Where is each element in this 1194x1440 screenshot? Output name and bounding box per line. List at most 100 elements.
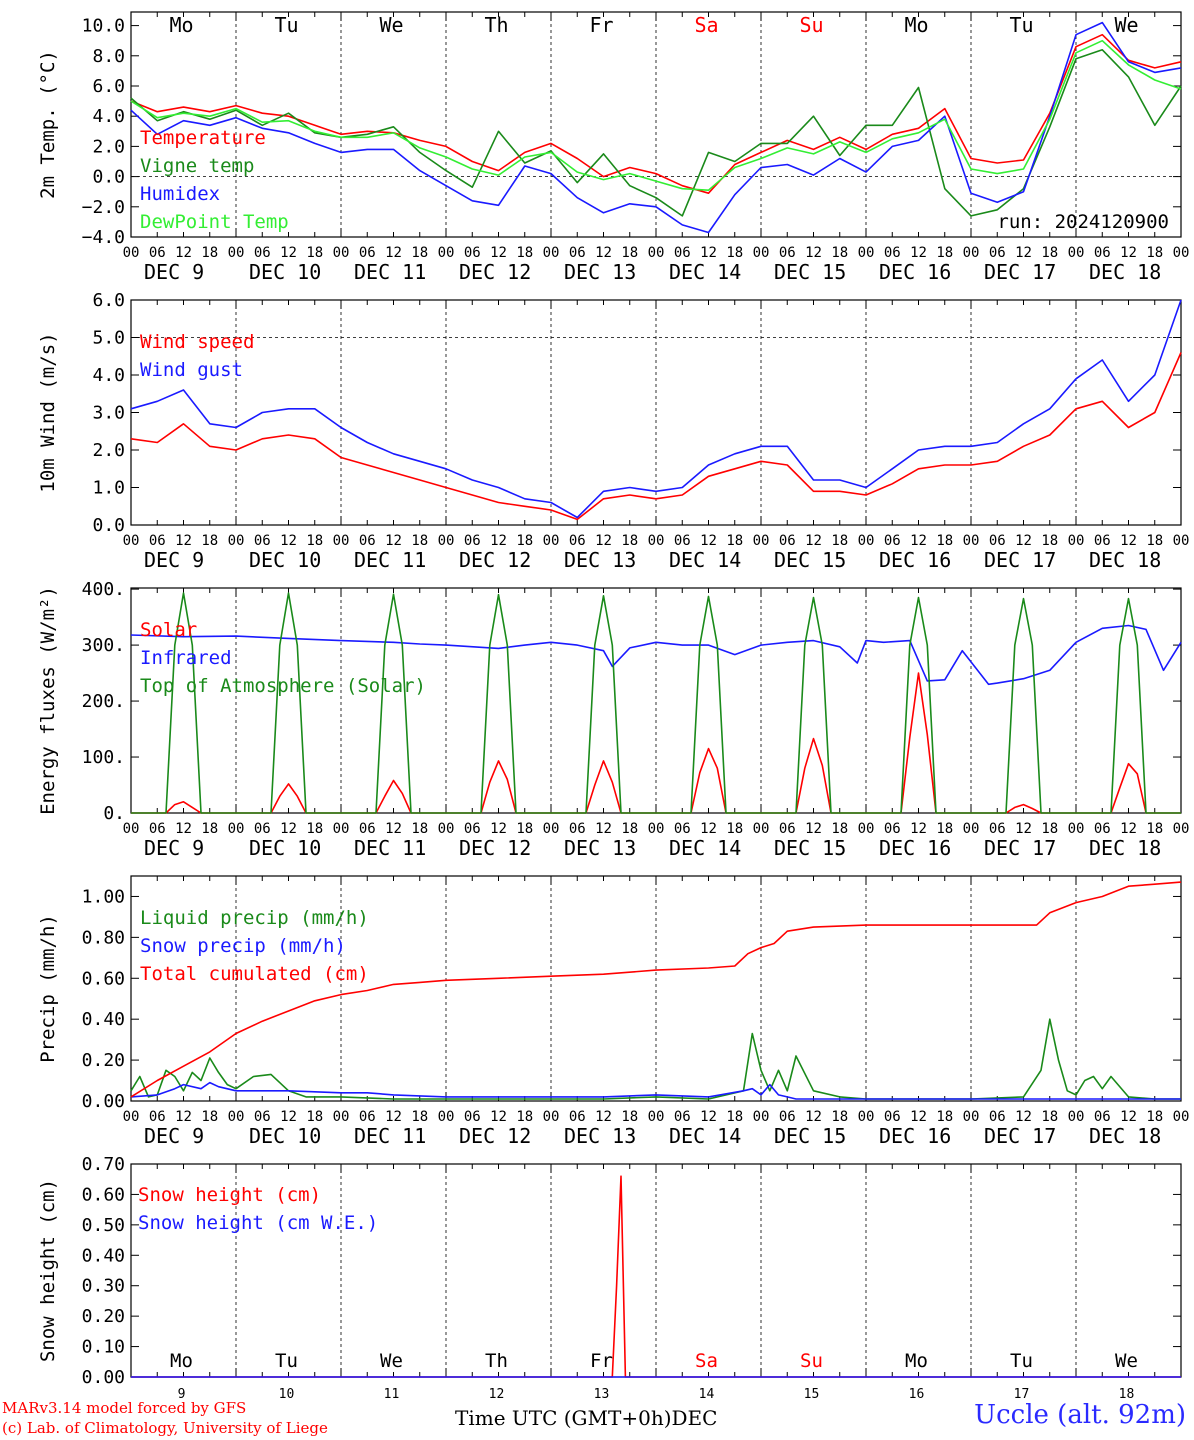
- date-label: DEC 12: [459, 260, 531, 284]
- y-tick-label: −2.0: [82, 197, 125, 218]
- hour-tick-label: 12: [280, 821, 297, 837]
- hour-tick-label: 18: [726, 533, 743, 549]
- legend-entry: Snow precip (mm/h): [140, 935, 346, 957]
- hour-tick-label: 06: [674, 245, 691, 261]
- date-label: DEC 18: [1089, 836, 1161, 860]
- hour-tick-label: 12: [490, 245, 507, 261]
- hour-tick-label: 00: [648, 821, 665, 837]
- y-tick-label: 0.: [103, 803, 125, 824]
- weekday-label: Su: [800, 1350, 823, 1372]
- weekday-label: Tu: [1009, 13, 1033, 37]
- legend-entry: Infrared: [140, 647, 232, 669]
- hour-tick-label: 18: [516, 821, 533, 837]
- hour-tick-label: 12: [1015, 533, 1032, 549]
- hour-tick-label: 00: [858, 533, 875, 549]
- y-tick-label: 0.50: [82, 1215, 125, 1236]
- hour-tick-label: 12: [595, 1109, 612, 1125]
- hour-tick-label: 12: [1015, 245, 1032, 261]
- date-label: DEC 12: [459, 836, 531, 860]
- hour-tick-label: 06: [464, 245, 481, 261]
- hour-tick-label: 18: [831, 1109, 848, 1125]
- hour-tick-label: 00: [963, 1109, 980, 1125]
- date-label: DEC 17: [984, 1124, 1056, 1148]
- hour-tick-label: 06: [359, 245, 376, 261]
- hour-tick-label: 06: [779, 821, 796, 837]
- series-line-energy-2: [131, 592, 1181, 814]
- y-tick-label: 0.20: [82, 1050, 125, 1071]
- date-label: DEC 9: [144, 548, 204, 572]
- y-tick-label: 300.: [82, 635, 125, 656]
- weekday-label: We: [1115, 1350, 1138, 1372]
- legend-entry: Top of Atmosphere (Solar): [140, 675, 426, 697]
- hour-tick-label: 00: [228, 245, 245, 261]
- legend-entry: Temperature: [140, 127, 266, 149]
- y-tick-label: 4.0: [92, 106, 125, 127]
- day-number-label: 17: [1014, 1387, 1030, 1400]
- hour-tick-label: 06: [359, 1109, 376, 1125]
- hour-tick-label: 18: [621, 821, 638, 837]
- day-number-label: 14: [699, 1387, 715, 1400]
- station-label: Uccle (alt. 92m): [974, 1400, 1186, 1430]
- hour-tick-label: 06: [464, 821, 481, 837]
- y-tick-label: 0.80: [82, 927, 125, 948]
- hour-tick-label: 18: [306, 821, 323, 837]
- hour-tick-label: 18: [201, 1109, 218, 1125]
- weekday-label: Mo: [904, 13, 928, 37]
- hour-tick-label: 06: [884, 1109, 901, 1125]
- hour-tick-label: 18: [201, 821, 218, 837]
- hour-tick-label: 00: [858, 821, 875, 837]
- hour-tick-label: 18: [1041, 533, 1058, 549]
- hour-tick-label: 06: [569, 245, 586, 261]
- hour-tick-label: 12: [595, 533, 612, 549]
- day-number-label: 15: [804, 1387, 820, 1400]
- legend-entry: Vigne temp: [140, 155, 254, 177]
- hour-tick-label: 00: [648, 245, 665, 261]
- hour-tick-label: 12: [490, 1109, 507, 1125]
- hour-tick-label: 06: [569, 821, 586, 837]
- hour-tick-label: 12: [700, 1109, 717, 1125]
- y-tick-label: 0.40: [82, 1245, 125, 1266]
- series-line-temp-0: [130, 33, 1182, 194]
- run-label: run: 2024120900: [997, 211, 1169, 233]
- date-label: DEC 13: [564, 1124, 636, 1148]
- legend-entry: Total cumulated (cm): [140, 963, 369, 985]
- hour-tick-label: 06: [674, 821, 691, 837]
- hour-tick-label: 18: [201, 245, 218, 261]
- hour-tick-label: 12: [385, 245, 402, 261]
- date-label: DEC 12: [459, 1124, 531, 1148]
- hour-tick-label: 06: [884, 533, 901, 549]
- legend-entry: Humidex: [140, 183, 220, 205]
- series-line-wind-1: [130, 299, 1182, 519]
- date-label: DEC 10: [249, 260, 321, 284]
- hour-tick-label: 12: [910, 821, 927, 837]
- hour-tick-label: 00: [543, 1109, 560, 1125]
- y-axis-label: 2m Temp. (°C): [37, 50, 59, 199]
- hour-tick-label: 12: [1120, 533, 1137, 549]
- hour-tick-label: 18: [1146, 533, 1163, 549]
- date-label: DEC 17: [984, 260, 1056, 284]
- weekday-label: Fr: [589, 13, 613, 37]
- day-number-label: 12: [489, 1387, 505, 1400]
- date-label: DEC 10: [249, 548, 321, 572]
- hour-tick-label: 06: [464, 533, 481, 549]
- date-label: DEC 10: [249, 1124, 321, 1148]
- hour-tick-label: 18: [516, 245, 533, 261]
- y-tick-label: 10.0: [82, 16, 125, 37]
- hour-tick-label: 06: [1094, 821, 1111, 837]
- panel-frame-temp: [130, 11, 1182, 238]
- hour-tick-label: 00: [753, 533, 770, 549]
- y-tick-label: 8.0: [92, 46, 125, 67]
- hour-tick-label: 12: [805, 1109, 822, 1125]
- y-axis-label: Precip (mm/h): [37, 914, 59, 1063]
- series-line-temp-3: [130, 39, 1182, 191]
- hour-tick-label: 12: [1120, 1109, 1137, 1125]
- hour-tick-label: 00: [333, 821, 350, 837]
- y-tick-label: 6.0: [92, 76, 125, 97]
- hour-tick-label: 12: [700, 245, 717, 261]
- date-label: DEC 13: [564, 548, 636, 572]
- hour-tick-label: 12: [175, 821, 192, 837]
- hour-tick-label: 12: [700, 821, 717, 837]
- y-tick-label: 0.60: [82, 968, 125, 989]
- legend-entry: Wind gust: [140, 359, 243, 381]
- hour-tick-label: 06: [569, 1109, 586, 1125]
